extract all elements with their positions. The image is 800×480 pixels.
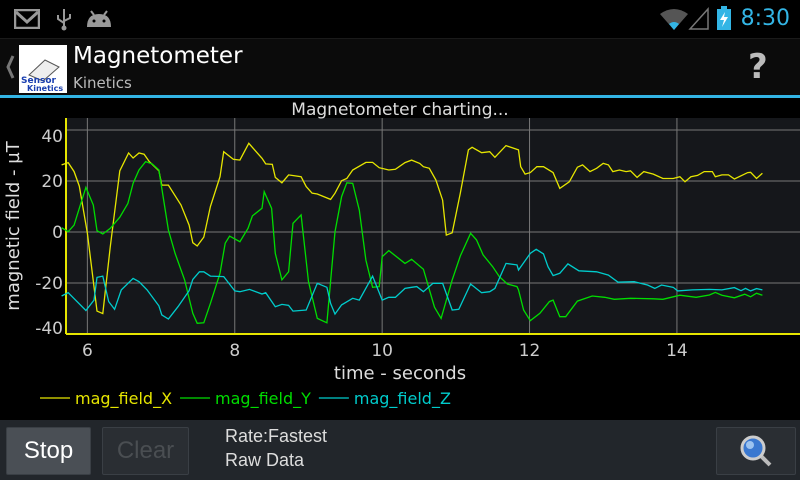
series-line-mag_field_Y bbox=[61, 160, 763, 324]
clock: 8:30 bbox=[740, 6, 790, 31]
y-tick-label: 0 bbox=[52, 223, 63, 243]
action-bar: Sensor Kinetics Magnetometer Kinetics ? bbox=[0, 38, 800, 96]
x-tick-label: 6 bbox=[82, 341, 93, 361]
usb-icon bbox=[57, 9, 71, 31]
y-tick-label: -40 bbox=[35, 319, 63, 339]
svg-text:Kinetics: Kinetics bbox=[27, 84, 63, 93]
signal-icon bbox=[688, 7, 709, 30]
app-title: Magnetometer bbox=[73, 43, 243, 69]
y-tick-label: 40 bbox=[41, 127, 63, 147]
series-line-mag_field_Z bbox=[61, 248, 763, 320]
x-tick-label: 10 bbox=[371, 341, 393, 361]
x-axis-label: time - seconds bbox=[334, 363, 466, 384]
magnetometer-chart: Magnetometer charting... 40 20 0 -20 -40 6 8 10 1… bbox=[3, 100, 800, 409]
mode-label: Raw Data bbox=[225, 450, 305, 470]
wifi-icon bbox=[660, 9, 688, 30]
battery-charging-icon bbox=[717, 6, 731, 30]
app-subtitle: Kinetics bbox=[73, 74, 132, 92]
app-logo[interactable]: Sensor Kinetics bbox=[19, 45, 67, 93]
x-tick-label: 8 bbox=[229, 341, 240, 361]
legend-entry: mag_field_Z bbox=[354, 389, 451, 409]
x-tick-label: 14 bbox=[666, 341, 688, 361]
legend-entry: mag_field_X bbox=[75, 389, 172, 409]
clear-button[interactable]: Clear bbox=[102, 427, 189, 475]
y-axis-label: magnetic field - µT bbox=[3, 140, 24, 310]
action-bar-divider bbox=[0, 95, 800, 98]
stop-button[interactable]: Stop bbox=[6, 427, 91, 475]
y-tick-label: -20 bbox=[35, 274, 63, 294]
status-bar: 8:30 bbox=[0, 0, 800, 38]
plot-background bbox=[66, 118, 800, 334]
bottom-toolbar: Stop Clear Rate:Fastest Raw Data bbox=[0, 420, 800, 480]
back-chevron-icon[interactable] bbox=[5, 54, 15, 80]
svg-text:Sensor: Sensor bbox=[21, 76, 57, 86]
y-tick-label: 20 bbox=[41, 172, 63, 192]
series-line-mag_field_X bbox=[61, 142, 763, 315]
x-tick-label: 12 bbox=[519, 341, 541, 361]
help-button[interactable]: ? bbox=[748, 47, 768, 87]
android-icon bbox=[87, 10, 111, 27]
magnifier-icon bbox=[740, 435, 772, 467]
zoom-button[interactable] bbox=[716, 427, 796, 475]
gmail-icon bbox=[14, 9, 40, 29]
rate-label: Rate:Fastest bbox=[225, 426, 328, 446]
chart-title: Magnetometer charting... bbox=[291, 100, 508, 120]
legend-entry: mag_field_Y bbox=[215, 389, 311, 409]
